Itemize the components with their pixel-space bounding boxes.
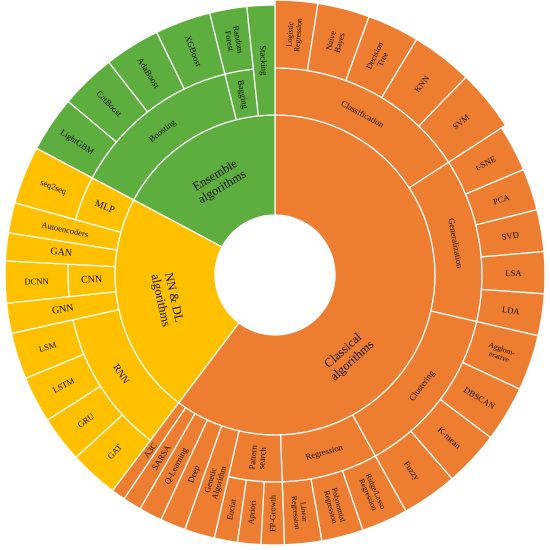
svg-text:LSA: LSA (505, 268, 522, 278)
label-svd: SVD (501, 229, 520, 242)
label-lda: LDA (501, 304, 521, 317)
label-dcnn: DCNN (24, 276, 49, 287)
svg-text:GNN: GNN (51, 302, 74, 316)
segments (4, 0, 546, 546)
svg-text:Pattern: Pattern (247, 444, 259, 470)
svg-text:DCNN: DCNN (24, 276, 49, 287)
svg-text:SVD: SVD (501, 229, 520, 242)
svg-text:Forest: Forest (223, 30, 236, 52)
svg-text:FP-Growth: FP-Growth (268, 495, 277, 532)
label-euclat: Euclat (225, 498, 238, 521)
label-gnn: GNN (51, 302, 74, 316)
svg-text:Regression: Regression (292, 18, 304, 53)
label-stacking: Stacking (258, 45, 270, 76)
label-fp-growth: FP-Growth (268, 495, 277, 532)
svg-text:CNN: CNN (81, 274, 102, 286)
label-apriori: Apriori (247, 499, 258, 525)
svg-text:Stacking: Stacking (258, 45, 270, 76)
sector-stacking (246, 4, 276, 117)
svg-text:Apriori: Apriori (247, 499, 258, 525)
svg-text:LDA: LDA (501, 304, 521, 317)
svg-text:Logistic: Logistic (284, 21, 295, 47)
svg-text:search: search (256, 446, 268, 470)
svg-text:Euclat: Euclat (225, 498, 238, 521)
svg-text:Regression: Regression (290, 495, 302, 530)
label-lsa: LSA (505, 268, 522, 278)
svg-text:GAN: GAN (50, 246, 73, 259)
svg-text:Linear: Linear (298, 501, 309, 522)
label-cnn: CNN (81, 274, 102, 286)
label-gan: GAN (50, 246, 73, 259)
